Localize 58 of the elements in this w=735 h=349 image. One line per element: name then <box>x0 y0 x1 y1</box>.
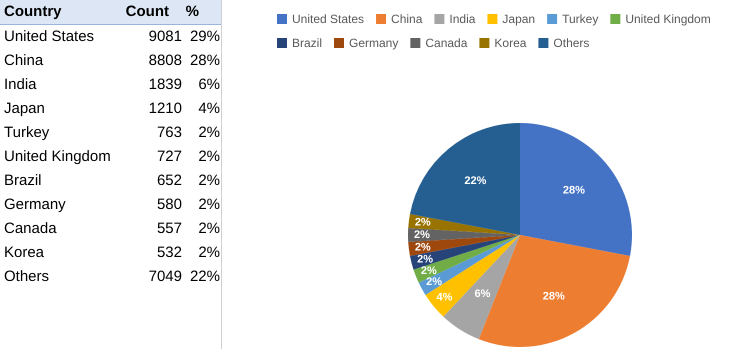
legend-label: United States <box>292 12 364 26</box>
text: 2% <box>197 171 220 191</box>
text: % <box>184 2 200 22</box>
text: 22% <box>188 267 220 287</box>
text: Others <box>3 267 50 287</box>
text: 1210 <box>148 99 182 119</box>
text: 580 <box>156 195 182 215</box>
data-label: 2% <box>417 253 434 266</box>
data-label: 4% <box>436 291 453 304</box>
text: China <box>3 51 44 71</box>
data-label: 2% <box>426 276 442 288</box>
legend-label: Brazil <box>292 36 322 50</box>
text: Japan <box>3 99 46 119</box>
text: 727 <box>156 147 182 167</box>
data-label: 2% <box>414 229 430 241</box>
text: 1839 <box>148 75 182 95</box>
text: 652 <box>156 171 182 191</box>
text: 7049 <box>148 267 182 287</box>
legend-label: Germany <box>349 36 398 50</box>
text: Country <box>3 2 62 22</box>
text: Canada <box>3 219 58 239</box>
text: 532 <box>156 243 182 263</box>
text: Korea <box>3 243 46 263</box>
legend-label: United Kingdom <box>625 12 711 26</box>
text: United Kingdom <box>3 147 112 167</box>
legend-label: China <box>391 12 423 26</box>
data-label: 28% <box>562 184 586 196</box>
legend-label: Japan <box>502 12 536 26</box>
text: 2% <box>197 243 220 263</box>
text: 2% <box>197 123 220 143</box>
text: 4% <box>197 99 220 119</box>
text: 2% <box>197 147 220 167</box>
text: 6% <box>197 75 220 95</box>
legend-label: Turkey <box>562 12 598 26</box>
text: India <box>3 75 38 95</box>
text: 2% <box>197 195 220 215</box>
text: Count <box>124 2 170 22</box>
legend-label: Canada <box>425 36 468 50</box>
data-label: 2% <box>414 241 431 254</box>
data-label: 2% <box>414 216 431 229</box>
text: 29% <box>188 27 220 47</box>
data-label: 28% <box>542 290 565 302</box>
text: 763 <box>156 123 182 143</box>
text: 2% <box>197 219 220 239</box>
data-label: 22% <box>464 175 487 188</box>
text: 557 <box>156 219 182 239</box>
text: 28% <box>188 51 220 71</box>
data-label: 2% <box>420 265 438 278</box>
text: 9081 <box>148 27 182 47</box>
data-label: 6% <box>474 288 491 300</box>
legend-label: India <box>449 12 476 26</box>
text: Turkey <box>3 123 50 143</box>
text: United States <box>3 27 96 47</box>
text: 8808 <box>148 51 182 71</box>
text: Germany <box>3 195 67 215</box>
legend-label: Others <box>553 36 590 50</box>
legend-label: Korea <box>494 36 527 50</box>
text: Brazil <box>3 171 43 191</box>
